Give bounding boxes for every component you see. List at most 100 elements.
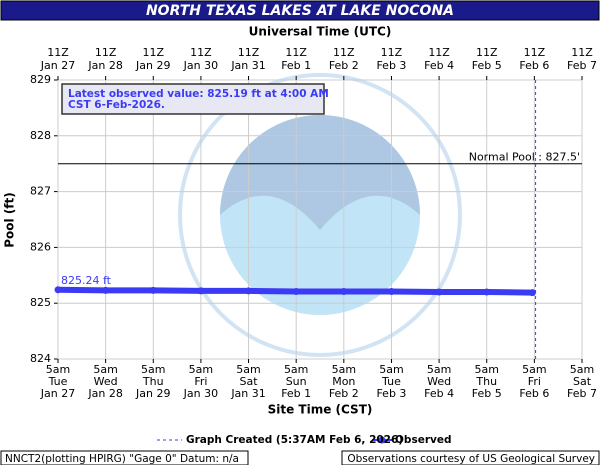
chart-title: NORTH TEXAS LAKES AT LAKE NOCONA — [146, 3, 454, 19]
start-label: 825.24 ft — [61, 274, 112, 287]
legend-label: Graph Created (5:37AM Feb 6, 2026) — [186, 434, 403, 446]
watermark-ring — [178, 73, 462, 357]
watermark — [178, 73, 462, 357]
data-point — [528, 289, 536, 297]
x2-tick-label: Feb 5 — [472, 59, 502, 72]
x2-axis-title: Universal Time (UTC) — [249, 25, 392, 39]
x-tick-label: Feb 4 — [424, 387, 454, 400]
data-point — [102, 286, 110, 294]
title-bar — [0, 0, 600, 21]
x-tick-label: Mon — [332, 375, 355, 388]
x-tick-label: 5am — [141, 363, 165, 376]
x2-tick-label: Feb 6 — [519, 59, 549, 72]
x-tick-label: 5am — [46, 363, 70, 376]
x-tick-label: 5am — [570, 363, 594, 376]
watermark-gull — [220, 115, 420, 230]
x2-tick-label: 11Z — [524, 46, 546, 59]
x-tick-label: 5am — [189, 363, 213, 376]
legend-swatch — [378, 436, 386, 444]
x-tick-label: 5am — [93, 363, 117, 376]
x-tick-label: 5am — [474, 363, 498, 376]
x-tick-label: Wed — [94, 375, 118, 388]
x-tick-label: 5am — [379, 363, 403, 376]
data-point — [149, 286, 157, 294]
y-tick-label: 828 — [30, 129, 51, 142]
x-tick-label: Jan 27 — [40, 387, 75, 400]
x-tick-label: 5am — [332, 363, 356, 376]
x-tick-label: Fri — [528, 375, 541, 388]
x-tick-label: Thu — [142, 375, 164, 388]
x2-tick-label: 11Z — [285, 46, 307, 59]
x2-tick-label: 11Z — [238, 46, 260, 59]
data-point — [292, 287, 300, 295]
x-tick-label: Jan 28 — [87, 387, 122, 400]
x-tick-label: Sun — [286, 375, 307, 388]
data-point — [387, 287, 395, 295]
data-point — [483, 288, 491, 296]
x2-tick-label: Jan 28 — [87, 59, 122, 72]
watermark-disc — [220, 115, 420, 315]
x-tick-label: Jan 29 — [135, 387, 170, 400]
data-point — [197, 287, 205, 295]
x2-tick-label: Feb 7 — [567, 59, 597, 72]
x-tick-label: Sat — [573, 375, 592, 388]
x2-tick-label: 11Z — [571, 46, 593, 59]
x-tick-label: Feb 2 — [329, 387, 359, 400]
y-tick-label: 826 — [30, 240, 51, 253]
data-point — [340, 287, 348, 295]
data-point — [245, 287, 253, 295]
x-tick-label: 5am — [284, 363, 308, 376]
normal-pool-label: Normal Pool : 827.5' — [469, 151, 580, 164]
x2-tick-label: 11Z — [476, 46, 498, 59]
x2-tick-label: Jan 29 — [135, 59, 170, 72]
data-point — [435, 288, 443, 296]
x2-tick-label: 11Z — [142, 46, 164, 59]
x2-tick-label: 11Z — [333, 46, 355, 59]
x-tick-label: Feb 3 — [376, 387, 406, 400]
footer-left: NNCT2(plotting HPIRG) "Gage 0" Datum: n/… — [5, 453, 239, 465]
x-tick-label: Feb 7 — [567, 387, 597, 400]
x-tick-label: Wed — [427, 375, 451, 388]
x2-tick-label: 11Z — [428, 46, 450, 59]
x2-tick-label: Jan 31 — [230, 59, 265, 72]
x-tick-label: 5am — [236, 363, 260, 376]
data-point — [54, 286, 62, 294]
x-tick-label: Fri — [194, 375, 207, 388]
x2-tick-label: 11Z — [95, 46, 117, 59]
x2-tick-label: Jan 30 — [183, 59, 218, 72]
x2-tick-label: Feb 4 — [424, 59, 454, 72]
footer-box — [341, 450, 600, 465]
y-tick-label: 829 — [30, 73, 51, 86]
footer-box — [0, 450, 249, 465]
x-tick-label: Feb 5 — [472, 387, 502, 400]
y-axis-title: Pool (ft) — [3, 192, 17, 248]
x-tick-label: 5am — [522, 363, 546, 376]
x-axis-title: Site Time (CST) — [268, 403, 373, 417]
legend-label: Observed — [395, 434, 451, 446]
x-tick-label: Feb 1 — [281, 387, 311, 400]
latest-text: CST 6-Feb-2026. — [68, 99, 165, 111]
x-tick-label: Tue — [381, 375, 401, 388]
x2-tick-label: 11Z — [47, 46, 69, 59]
x-tick-label: Jan 30 — [183, 387, 218, 400]
x2-tick-label: Feb 2 — [329, 59, 359, 72]
x2-tick-label: Feb 3 — [376, 59, 406, 72]
x2-tick-label: 11Z — [381, 46, 403, 59]
x2-tick-label: Feb 1 — [281, 59, 311, 72]
x-tick-label: 5am — [427, 363, 451, 376]
latest-box — [61, 83, 325, 115]
y-tick-label: 824 — [30, 352, 51, 365]
x-tick-label: Thu — [475, 375, 497, 388]
latest-text: Latest observed value: 825.19 ft at 4:00… — [68, 88, 329, 100]
x-tick-label: Feb 6 — [519, 387, 549, 400]
x-tick-label: Sat — [240, 375, 259, 388]
x2-tick-label: 11Z — [190, 46, 212, 59]
x-tick-label: Tue — [48, 375, 68, 388]
x2-tick-label: Jan 27 — [40, 59, 75, 72]
y-tick-label: 825 — [30, 296, 51, 309]
x-tick-label: Jan 31 — [230, 387, 265, 400]
y-tick-label: 827 — [30, 185, 51, 198]
